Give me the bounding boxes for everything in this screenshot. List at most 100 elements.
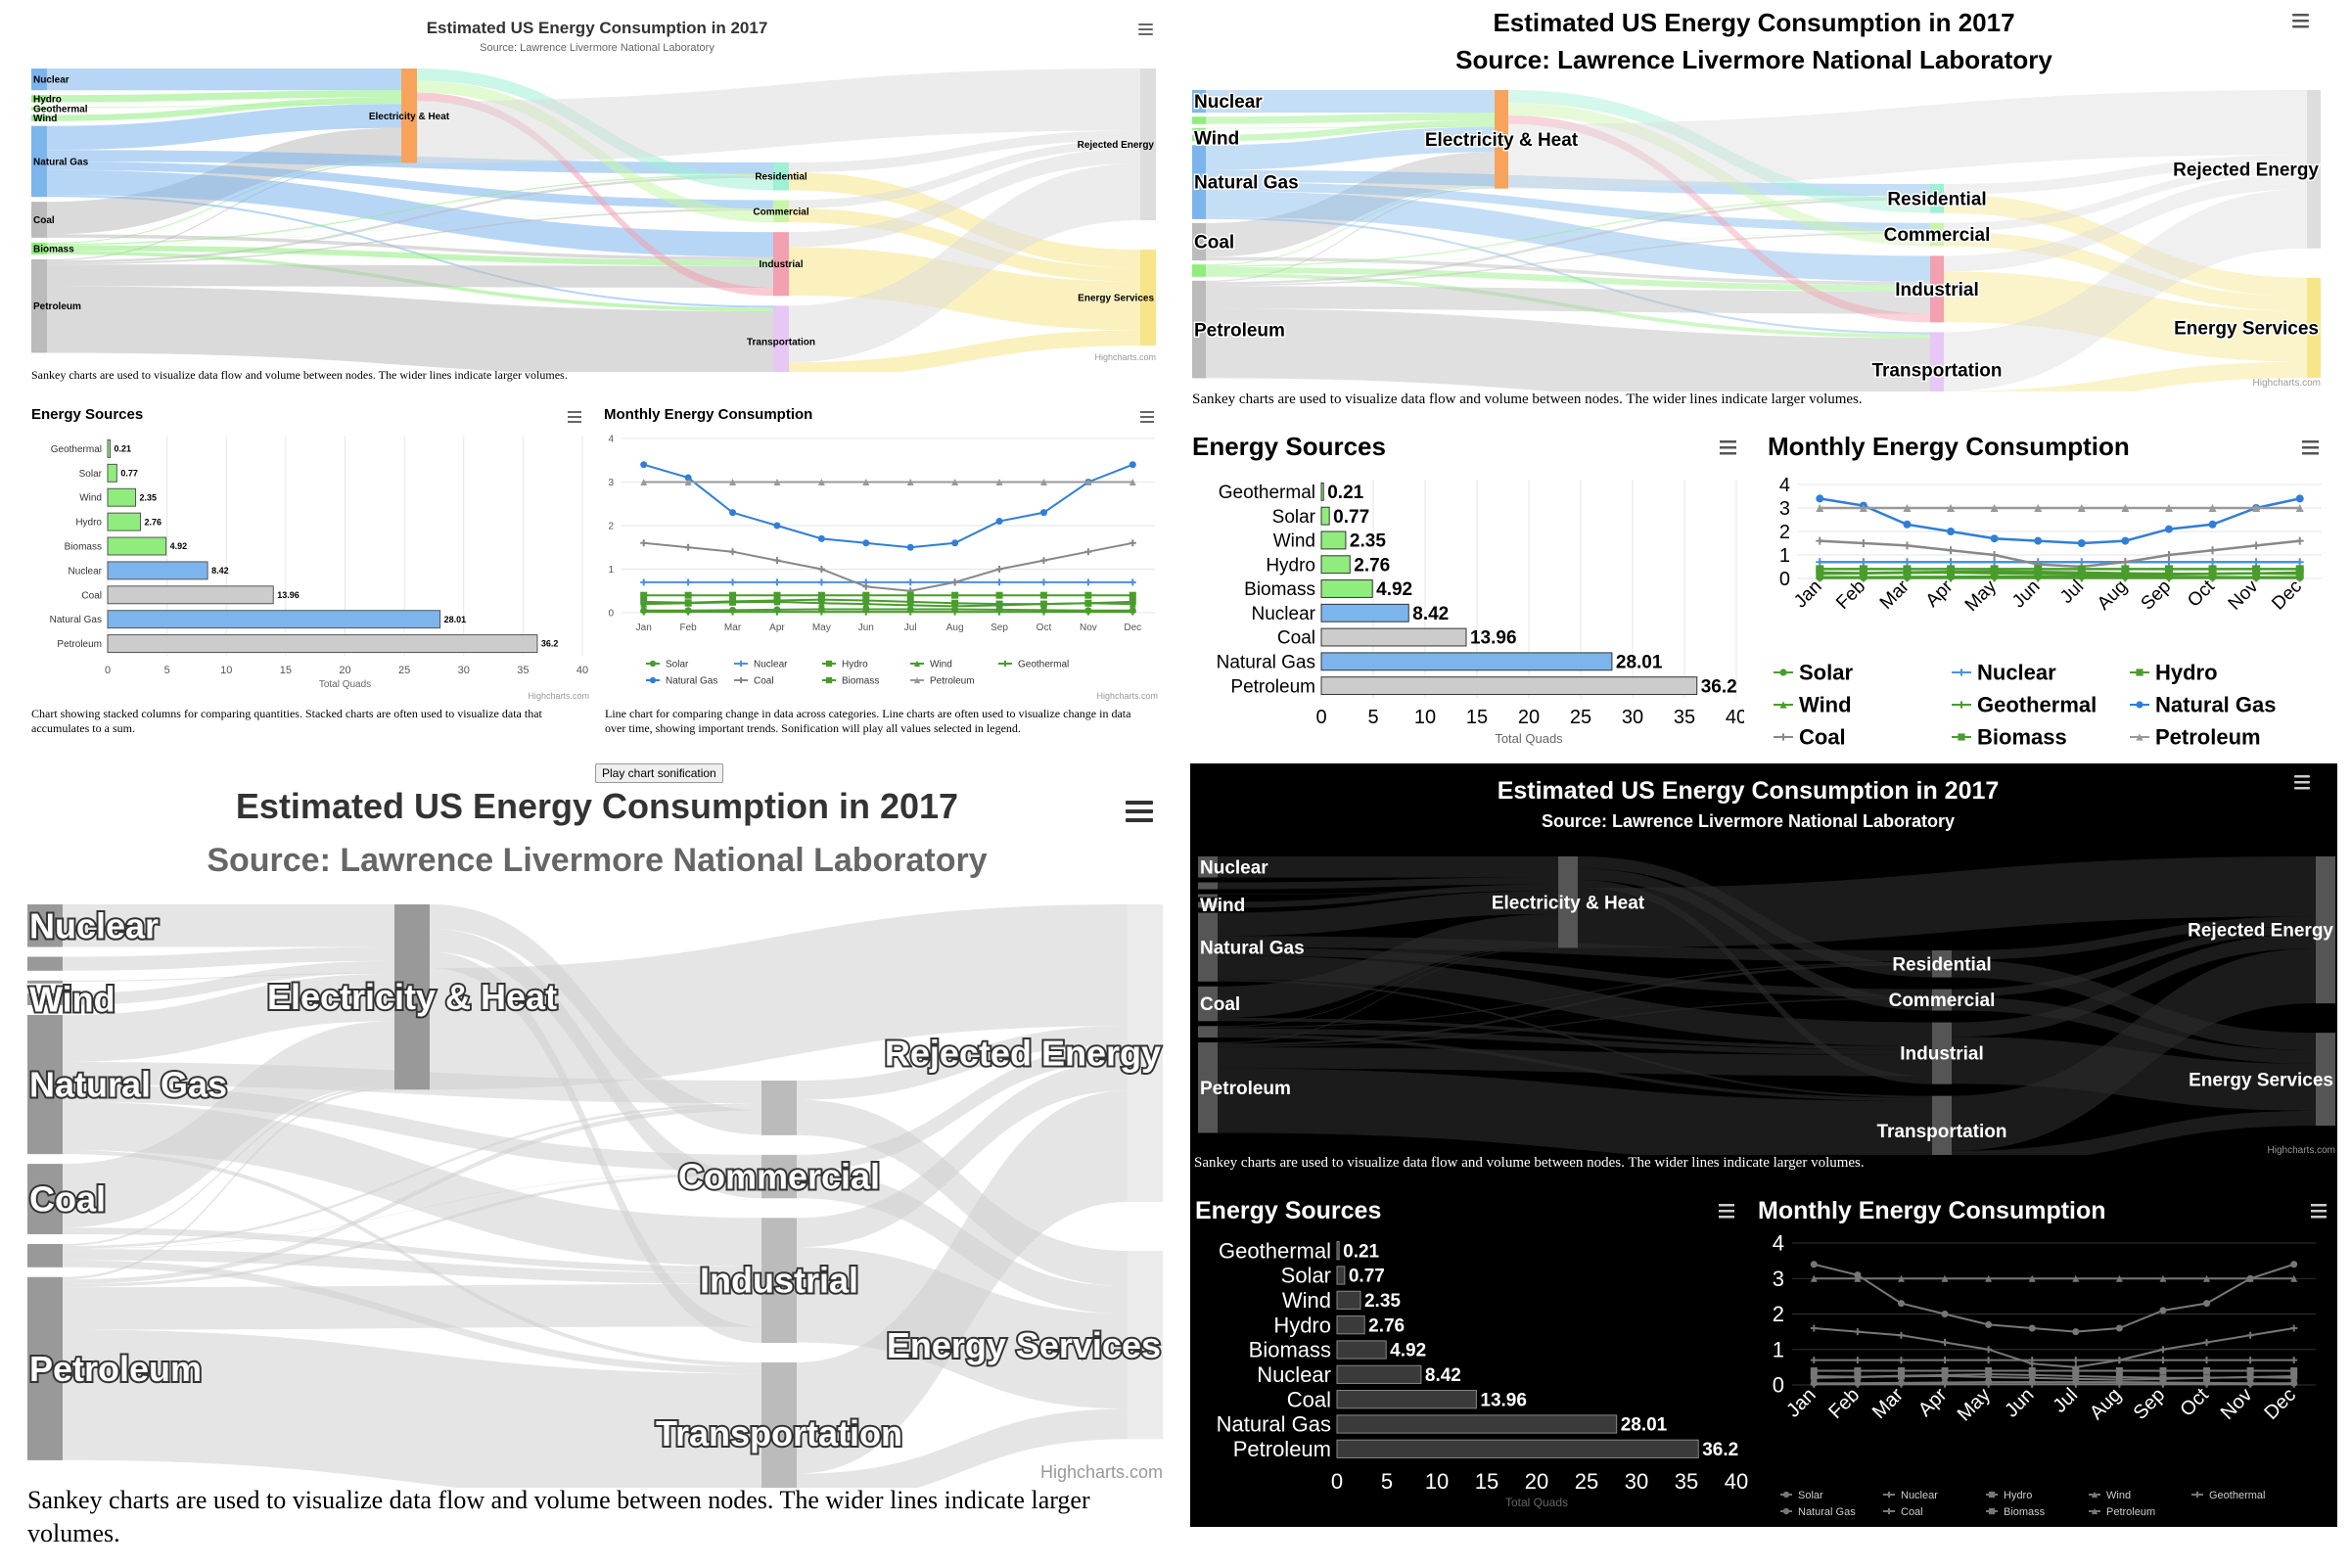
point-geothermal (729, 608, 737, 616)
chart-title: Energy Sources (1192, 432, 1386, 461)
point-geothermal (1084, 608, 1092, 616)
legend-item-hydro: Hydro (842, 660, 868, 670)
dashboard-light: Estimated US Energy Consumption in 2017 S… (0, 0, 1175, 783)
point-natural-gas (1903, 520, 1912, 529)
point-geothermal (951, 608, 959, 616)
data-label: 0.77 (1349, 1267, 1385, 1287)
point-natural-gas (1039, 509, 1047, 517)
node-label-industrial: Industrial (1900, 1044, 1984, 1065)
chart-title: Monthly Energy Consumption (604, 406, 812, 423)
category-label: Wind (1273, 531, 1315, 552)
legend-item-hydro: Hydro (2155, 661, 2218, 685)
node-energy-services (1140, 250, 1156, 346)
point-geothermal (2290, 1380, 2298, 1388)
point-coal (2290, 1324, 2298, 1332)
credit-text: Highcharts.com (1094, 352, 1156, 362)
bar-solar (1336, 1266, 1346, 1285)
legend-item-nuclear: Nuclear (1977, 661, 2056, 685)
point-nuclear (1947, 558, 1956, 567)
legend-marker-geothermal (1001, 660, 1009, 668)
point-geothermal (2115, 1380, 2123, 1388)
node-label-nuclear: Nuclear (29, 905, 159, 945)
x-tick-label: 20 (1525, 1469, 1548, 1494)
menu-bar (2292, 14, 2309, 17)
menu-bar (1126, 818, 1153, 822)
menu-bar (2311, 1210, 2327, 1213)
link-electricity-heat-to-industrial (430, 951, 761, 1343)
credit-text: Highcharts.com (528, 691, 589, 701)
x-tick-label: 40 (1725, 1469, 1748, 1494)
legend-marker-natural-gas (1782, 1507, 1790, 1515)
x-tick-label: 5 (1381, 1469, 1393, 1494)
data-label: 36.2 (1702, 1440, 1738, 1460)
legend-item-geothermal: Geothermal (1018, 660, 1069, 670)
node-label-commercial: Commercial (1884, 225, 1991, 246)
point-petroleum (1039, 479, 1047, 485)
node-commercial (761, 1154, 797, 1199)
link-residential-to-rejected-energy (789, 130, 1140, 173)
x-tick-label: 0 (1315, 707, 1326, 728)
node-label-biomass: Biomass (33, 244, 74, 254)
data-label: 8.42 (1425, 1365, 1461, 1386)
data-label: 2.76 (144, 517, 161, 527)
category-label: Petroleum (1233, 1437, 1331, 1461)
x-tick-label: May (812, 623, 831, 633)
point-nuclear (729, 578, 737, 586)
point-wind (1810, 1374, 1818, 1382)
node-label-wind: Wind (33, 114, 57, 124)
menu-bar (1138, 33, 1153, 35)
node-nuclear (1198, 856, 1218, 878)
point-petroleum (862, 479, 870, 485)
point-biomass (1941, 1367, 1949, 1374)
link-petroleum-to-industrial (1206, 286, 1930, 314)
node-energy-services (1128, 1250, 1163, 1440)
sankey-caption-dark: Sankey charts are used to visualize data… (1194, 1155, 1865, 1171)
legend-item-petroleum: Petroleum (2155, 725, 2261, 750)
x-tick-label: Feb (680, 623, 698, 633)
link-biomass-to-transportation (1206, 272, 1930, 339)
point-petroleum (2295, 504, 2304, 512)
credit-text: Highcharts.com (1040, 1462, 1163, 1482)
menu-bar (1720, 452, 1736, 455)
point-biomass (1039, 591, 1047, 599)
node-label-hydro: Hydro (33, 94, 62, 105)
link-natural-gas-to-electricity-heat (1206, 126, 1495, 170)
point-geothermal (2077, 574, 2086, 582)
legend-item-solar: Solar (666, 660, 689, 670)
point-coal (1985, 1346, 1993, 1354)
chart-title: Estimated US Energy Consumption in 2017 (427, 19, 768, 37)
node-label-transportation: Transportation (747, 338, 815, 348)
link-natural-gas-to-residential (1218, 936, 1932, 962)
point-natural-gas (1941, 1311, 1949, 1317)
point-biomass (1859, 565, 1867, 574)
point-coal (1129, 539, 1136, 547)
point-coal (1810, 1324, 1818, 1332)
hamburger-menu-icon (1719, 1204, 1734, 1219)
chart-title: Estimated US Energy Consumption in 2017 (1493, 8, 2014, 37)
hamburger-menu-icon (2302, 440, 2319, 455)
link-biomass-to-industrial (47, 245, 773, 266)
point-nuclear (2072, 1357, 2080, 1364)
point-petroleum (2034, 504, 2043, 512)
menu-bar (2292, 20, 2309, 23)
category-label: Hydro (75, 518, 102, 529)
link-commercial-to-rejected-energy (789, 140, 1140, 208)
point-biomass (1810, 1367, 1818, 1374)
link-commercial-to-energy-services (1944, 231, 2307, 311)
y-tick-label: 3 (608, 478, 614, 488)
legend-item-wind: Wind (2106, 1490, 2131, 1501)
chart-title: Estimated US Energy Consumption in 2017 (1498, 777, 2000, 805)
play-sonification-button[interactable]: Play chart sonification (595, 763, 723, 783)
point-coal (1859, 539, 1867, 547)
link-natural-gas-to-electricity-heat (47, 104, 401, 151)
point-coal (1947, 546, 1956, 555)
x-tick-label: Jun (858, 623, 874, 633)
point-natural-gas (1816, 494, 1824, 503)
x-tick-label: 40 (576, 665, 588, 676)
legend-marker-natural-gas (649, 676, 657, 684)
x-tick-label: 30 (1625, 1469, 1648, 1494)
data-label: 0.77 (120, 468, 138, 478)
category-label: Solar (79, 469, 103, 480)
menu-bar (1140, 416, 1154, 418)
